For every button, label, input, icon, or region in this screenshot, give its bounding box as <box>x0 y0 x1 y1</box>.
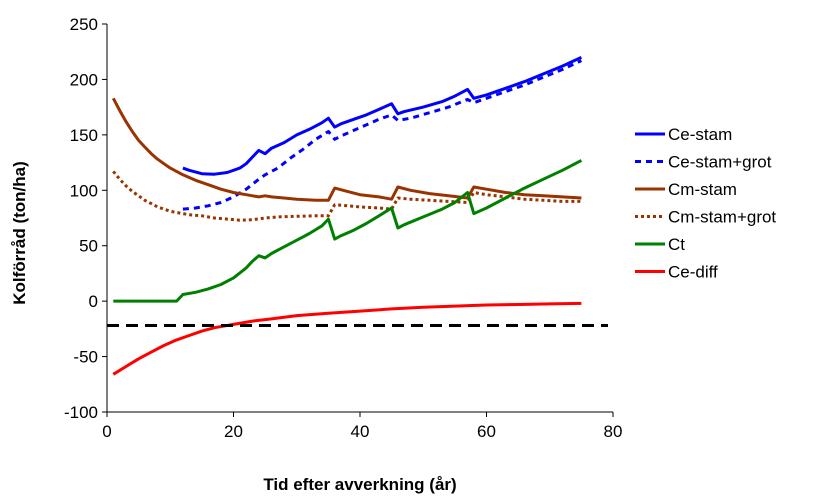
x-tick-label: 20 <box>224 422 243 441</box>
y-tick-label: 150 <box>70 126 98 145</box>
legend-label-cm-stam-grot: Cm-stam+grot <box>668 208 776 227</box>
x-tick-label: 40 <box>351 422 370 441</box>
x-axis-title: Tid efter avverkning (år) <box>263 475 456 494</box>
series-line-ct <box>113 159 583 303</box>
y-tick-label: 250 <box>70 15 98 34</box>
legend: Ce-stam Ce-stam+grot Cm-stam Cm-stam+grot Ct… <box>635 125 776 282</box>
series-line-ce-stam <box>182 55 583 176</box>
series-line-ce-diff <box>112 301 582 376</box>
legend-label-ct: Ct <box>668 235 685 254</box>
x-tick-label: 0 <box>102 422 111 441</box>
series-line-ce-stam-grot <box>182 59 583 211</box>
plot-lines <box>111 55 583 376</box>
y-tick-label: -100 <box>64 403 98 422</box>
legend-label-cm-stam: Cm-stam <box>668 180 737 199</box>
y-tick-label: 200 <box>70 70 98 89</box>
legend-label-ce-diff: Ce-diff <box>668 263 718 282</box>
legend-label-ce-stam: Ce-stam <box>668 125 732 144</box>
y-tick-label: 100 <box>70 181 98 200</box>
series-line-cm-stam-grot <box>112 170 582 222</box>
y-tick-label: 0 <box>89 292 98 311</box>
series-line-cm-stam <box>111 97 582 202</box>
x-tick-label: 60 <box>477 422 496 441</box>
axes <box>102 23 614 417</box>
legend-label-ce-stam-grot: Ce-stam+grot <box>668 153 772 172</box>
y-tick-label: -50 <box>73 348 98 367</box>
x-tick-label: 80 <box>604 422 623 441</box>
y-axis-title: Kolförråd (ton/ha) <box>10 161 29 305</box>
y-tick-label: 50 <box>79 237 98 256</box>
